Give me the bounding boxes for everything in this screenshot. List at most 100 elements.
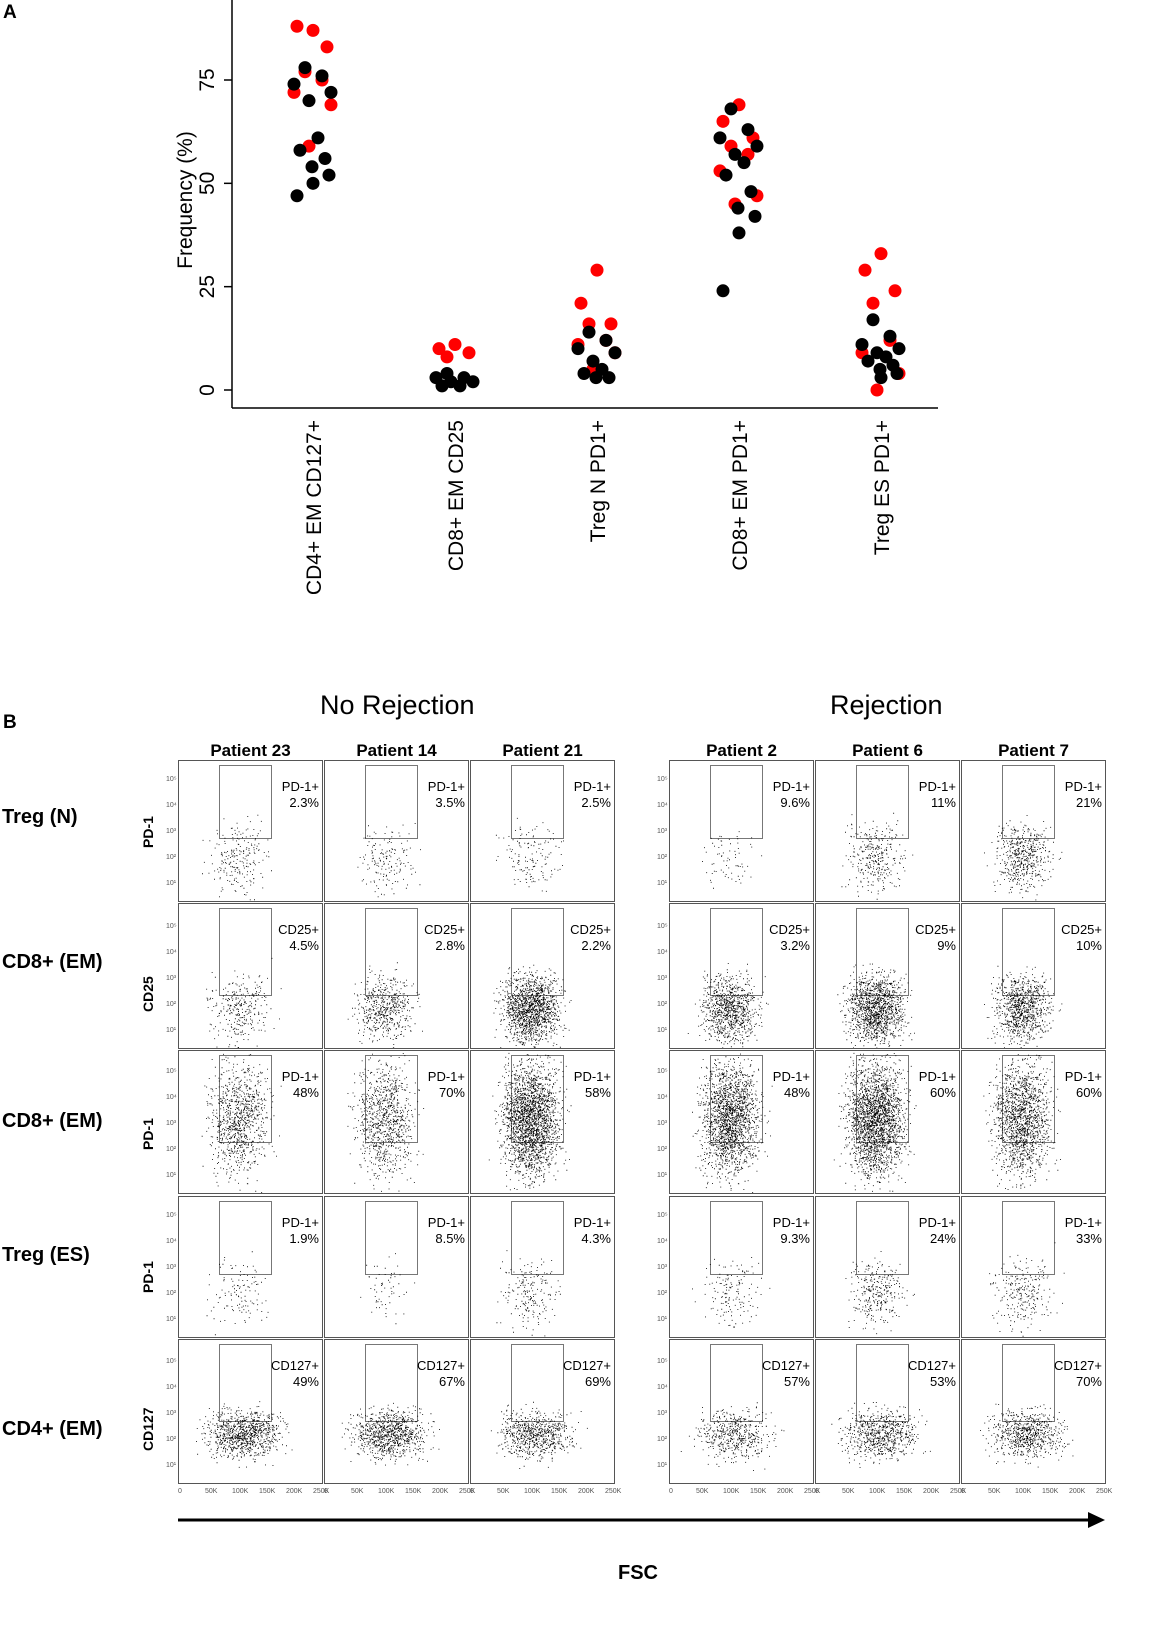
data-point-red	[306, 23, 320, 37]
y-tick-label: 10⁴	[657, 1384, 668, 1391]
dot-cloud	[989, 1242, 1065, 1337]
gate-value: 48%	[783, 1085, 810, 1100]
gate-name: PD-1+	[918, 1215, 956, 1230]
cytometry-events	[201, 1053, 282, 1193]
gate-percentage: PD-1+ 48%	[282, 1069, 319, 1101]
x-tick-label: 200K	[777, 1488, 794, 1495]
gate-box	[710, 1201, 763, 1275]
x-tick-label: 200K	[923, 1488, 940, 1495]
x-tick-label: 150K	[750, 1488, 767, 1495]
y-tick-label: 10¹	[166, 1316, 177, 1323]
data-point-black	[855, 338, 869, 352]
gate-name: PD-1+	[427, 1215, 465, 1230]
dot-plot: CD127+ 70%	[961, 1339, 1106, 1484]
data-point-black	[719, 168, 733, 182]
x-tick-label: 100K	[869, 1488, 886, 1495]
cytometry-events	[495, 817, 564, 892]
dot-plot: CD127+ 67%	[324, 1339, 469, 1484]
dot-cloud	[692, 1053, 773, 1193]
gate-box	[511, 765, 564, 839]
gate-percentage: PD-1+ 8.5%	[428, 1215, 465, 1247]
row-label: CD8+ (EM)	[2, 951, 103, 973]
data-point-black	[311, 131, 325, 145]
gate-percentage: CD25+ 9%	[915, 922, 956, 954]
dot-plot: CD25+ 2.8%	[324, 903, 469, 1049]
y-tick-label: 10³	[166, 828, 177, 835]
dot-plot: PD-1+ 2.5%	[470, 760, 615, 902]
data-point-black	[883, 329, 897, 343]
gate-percentage: PD-1+ 11%	[919, 779, 956, 811]
dot-plot: PD-1+ 11%	[815, 760, 960, 902]
y-tick-label: 10⁵	[166, 776, 177, 783]
gate-percentage: PD-1+ 9.3%	[773, 1215, 810, 1247]
gate-value: 4.5%	[289, 938, 319, 953]
gate-name: PD-1+	[573, 1069, 611, 1084]
gate-name: PD-1+	[427, 1069, 465, 1084]
dot-cloud	[490, 1401, 588, 1469]
gate-name: CD127+	[270, 1358, 319, 1373]
gate-value: 70%	[1075, 1374, 1102, 1389]
gate-name: PD-1+	[1064, 1215, 1102, 1230]
gate-percentage: PD-1+ 3.5%	[428, 779, 465, 811]
gate-name: PD-1+	[918, 1069, 956, 1084]
data-point-black	[713, 131, 727, 145]
gate-name: CD25+	[570, 922, 611, 937]
y-tick-label: 10¹	[657, 1316, 668, 1323]
gate-value: 69%	[584, 1374, 611, 1389]
y-tick-label: 10⁴	[166, 949, 177, 956]
x-tick-label: Treg ES PD1+	[871, 420, 894, 555]
gate-box	[219, 908, 272, 996]
gate-percentage: PD-1+ 60%	[919, 1069, 956, 1101]
gate-value: 1.9%	[289, 1231, 319, 1246]
gate-name: PD-1+	[1064, 779, 1102, 794]
gate-value: 57%	[783, 1374, 810, 1389]
gate-value: 53%	[929, 1374, 956, 1389]
x-tick-label: 200K	[1069, 1488, 1086, 1495]
y-tick-label: 10¹	[657, 1027, 668, 1034]
row-label: CD8+ (EM)	[2, 1110, 103, 1132]
gate-value: 9.3%	[780, 1231, 810, 1246]
gate-name: PD-1+	[281, 1069, 319, 1084]
gate-value: 3.2%	[780, 938, 810, 953]
y-tick-label: 10⁴	[657, 949, 668, 956]
y-tick-label: 0	[196, 384, 219, 396]
fsc-arrow-head	[1088, 1512, 1105, 1528]
gate-value: 2.5%	[581, 795, 611, 810]
data-point-black	[750, 139, 764, 153]
gate-value: 48%	[292, 1085, 319, 1100]
y-axis-marker: CD25	[140, 976, 156, 1012]
data-point-black	[298, 61, 312, 75]
data-point-black	[731, 201, 745, 215]
x-tick-label: 150K	[896, 1488, 913, 1495]
gate-name: CD127+	[562, 1358, 611, 1373]
cytometry-events	[357, 823, 421, 898]
y-axis-marker: CD127	[140, 1407, 156, 1451]
gate-name: CD127+	[761, 1358, 810, 1373]
dot-plot: PD-1+ 33%	[961, 1196, 1106, 1338]
gate-value: 70%	[438, 1085, 465, 1100]
gate-box	[856, 1201, 909, 1275]
dot-plot: PD-1+ 2.3%	[178, 760, 323, 902]
x-tick-label: 100K	[232, 1488, 249, 1495]
patient-header: Patient 23	[210, 741, 291, 760]
data-point-red	[874, 247, 888, 261]
y-tick-label: 10²	[166, 854, 177, 861]
x-tick-label: 50K	[696, 1488, 709, 1495]
dot-cloud	[201, 1053, 282, 1193]
x-tick-label: 100K	[524, 1488, 541, 1495]
gate-box	[219, 1201, 272, 1275]
y-tick-label: 10³	[166, 1410, 177, 1417]
dot-cloud	[702, 831, 763, 889]
y-tick-label: 10²	[657, 1001, 668, 1008]
data-point-red	[870, 383, 884, 397]
y-axis-label: Frequency (%)	[174, 131, 197, 269]
dot-cloud	[496, 1250, 561, 1337]
x-tick-label: 200K	[578, 1488, 595, 1495]
data-point-black	[866, 313, 880, 327]
dot-plot: PD-1+ 4.3%	[470, 1196, 615, 1338]
y-tick-label: 10⁴	[657, 1094, 668, 1101]
cytometry-events	[984, 815, 1063, 901]
data-point-black	[315, 69, 329, 83]
gate-box	[1002, 765, 1055, 839]
gate-percentage: PD-1+ 58%	[574, 1069, 611, 1101]
